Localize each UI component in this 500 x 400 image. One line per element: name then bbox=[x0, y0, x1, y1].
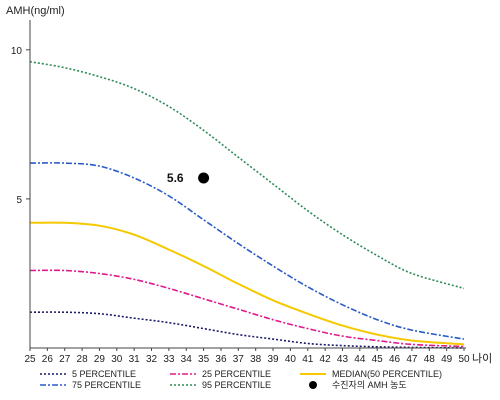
x-tick-label: 45 bbox=[372, 354, 384, 365]
legend-item-median-50-percentile: MEDIAN(50 PERCENTILE) bbox=[300, 369, 442, 379]
axes bbox=[29, 20, 466, 349]
x-axis-title: 나이 bbox=[472, 352, 492, 365]
x-tick-label: 25 bbox=[24, 354, 36, 365]
percentile-curves bbox=[29, 60, 465, 349]
patient-amh-value-label: 5.6 bbox=[167, 171, 184, 185]
x-tick-label: 30 bbox=[111, 354, 123, 365]
x-tick-label: 29 bbox=[94, 354, 106, 365]
series-line-95-percentile bbox=[29, 60, 465, 290]
legend-label: 수진자의 AMH 농도 bbox=[332, 380, 407, 390]
x-tick-label: 41 bbox=[302, 354, 314, 365]
x-tick-label: 37 bbox=[233, 354, 245, 365]
x-tick-label: 44 bbox=[354, 354, 366, 365]
y-tick-label: 10 bbox=[11, 46, 23, 57]
x-tick-label: 50 bbox=[458, 354, 470, 365]
series-line-5-percentile bbox=[29, 311, 465, 349]
x-tick-label: 33 bbox=[163, 354, 175, 365]
x-tick-label: 42 bbox=[320, 354, 332, 365]
x-ticks: 25 26 27 28 29 30 31 32 33 34 35 36 37 38 39 40 41 42 43 44… bbox=[24, 348, 470, 365]
legend-label: MEDIAN(50 PERCENTILE) bbox=[332, 369, 442, 379]
patient-amh-point bbox=[198, 172, 210, 184]
y-axis-title: AMH(ng/ml) bbox=[6, 5, 65, 17]
series-line-75-percentile bbox=[29, 162, 465, 340]
y-tick-label: 5 bbox=[16, 195, 22, 206]
x-tick-label: 46 bbox=[389, 354, 401, 365]
legend-swatch bbox=[309, 381, 317, 389]
patient-marker: 5.6 bbox=[167, 171, 210, 185]
x-tick-label: 40 bbox=[285, 354, 297, 365]
x-tick-label: 49 bbox=[441, 354, 453, 365]
x-tick-label: 35 bbox=[198, 354, 210, 365]
x-tick-label: 31 bbox=[129, 354, 141, 365]
legend-item-patient-amh: 수진자의 AMH 농도 bbox=[309, 380, 407, 390]
legend-item-25-percentile: 25 PERCENTILE bbox=[170, 369, 271, 379]
series-line-median-50-percentile bbox=[29, 221, 465, 346]
legend-label: 25 PERCENTILE bbox=[202, 369, 271, 379]
legend-item-5-percentile: 5 PERCENTILE bbox=[40, 369, 136, 379]
x-tick-label: 34 bbox=[181, 354, 193, 365]
x-tick-label: 28 bbox=[77, 354, 89, 365]
y-ticks: 5 10 bbox=[11, 46, 30, 206]
x-tick-label: 36 bbox=[215, 354, 227, 365]
x-tick-label: 27 bbox=[59, 354, 71, 365]
x-tick-label: 43 bbox=[337, 354, 349, 365]
legend: 5 PERCENTILE 25 PERCENTILE MEDIAN(50 PERCE… bbox=[40, 369, 442, 390]
legend-item-75-percentile: 75 PERCENTILE bbox=[40, 380, 141, 390]
legend-label: 95 PERCENTILE bbox=[202, 380, 271, 390]
legend-label: 75 PERCENTILE bbox=[72, 380, 141, 390]
x-tick-label: 26 bbox=[42, 354, 54, 365]
legend-item-95-percentile: 95 PERCENTILE bbox=[170, 380, 271, 390]
x-tick-label: 48 bbox=[424, 354, 436, 365]
x-tick-label: 32 bbox=[146, 354, 158, 365]
legend-label: 5 PERCENTILE bbox=[72, 369, 136, 379]
series-line-25-percentile bbox=[29, 269, 465, 348]
x-tick-label: 39 bbox=[267, 354, 279, 365]
x-tick-label: 38 bbox=[250, 354, 262, 365]
x-tick-label: 47 bbox=[406, 354, 418, 365]
